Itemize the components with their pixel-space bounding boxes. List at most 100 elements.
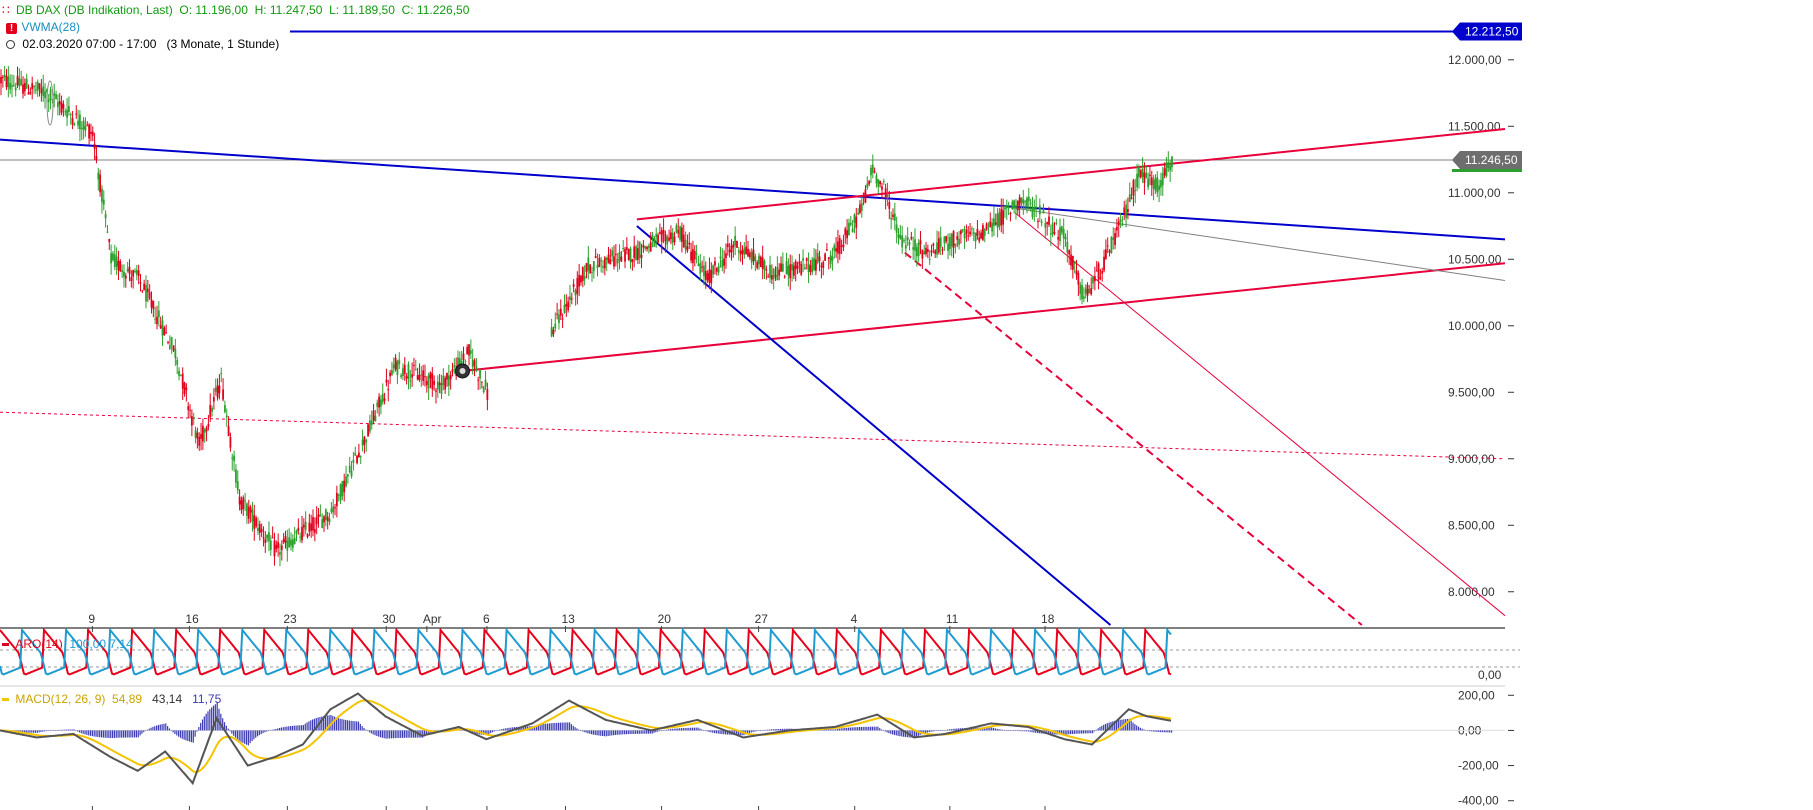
candle-body — [372, 410, 375, 421]
candle-body — [152, 300, 155, 310]
candle-body — [299, 536, 302, 538]
trendline-1[interactable] — [636, 127, 1506, 221]
candle-body — [1009, 213, 1012, 215]
candle-body — [706, 273, 709, 281]
macd-histogram-bar — [288, 726, 290, 731]
macd-histogram-bar — [602, 730, 604, 736]
trendline-0[interactable] — [0, 138, 1506, 241]
macd-histogram-bar — [950, 729, 952, 731]
trendline-2[interactable] — [462, 262, 1506, 372]
candle-body — [831, 256, 834, 261]
candle-body — [673, 236, 676, 242]
candle-body — [420, 374, 423, 376]
candle-body — [313, 529, 316, 533]
candle-body — [642, 244, 645, 248]
candle-body — [352, 459, 355, 463]
macd-histogram-bar — [1169, 730, 1171, 733]
candle-body — [479, 369, 481, 379]
candle-body — [859, 204, 861, 213]
trendline-4[interactable] — [0, 411, 1506, 460]
macd-histogram-bar — [69, 729, 71, 731]
macd-histogram-bar — [1148, 730, 1151, 732]
candle-body — [609, 259, 612, 265]
macd-histogram-bar — [346, 720, 349, 731]
candle-body — [381, 393, 384, 403]
macd-histogram-bar — [605, 730, 607, 737]
macd-histogram-bar — [323, 716, 325, 731]
macd-histogram-bar — [36, 730, 38, 733]
macd-histogram-bar — [668, 729, 670, 731]
macd-histogram-bar — [227, 728, 229, 731]
candle-body — [750, 251, 753, 263]
macd-histogram-bar — [776, 729, 778, 731]
candle-body — [121, 270, 124, 273]
candle-body — [233, 455, 235, 462]
macd-histogram-bar — [1104, 723, 1107, 731]
candle-body — [791, 264, 793, 271]
candle-body — [578, 274, 581, 287]
macd-histogram-bar — [334, 716, 336, 731]
candle-body — [240, 500, 243, 511]
candle-body — [367, 424, 369, 437]
candle-body — [225, 415, 228, 418]
candle-body — [49, 89, 52, 100]
candle-body — [106, 231, 109, 233]
candle-body — [636, 248, 639, 260]
macd-histogram-bar — [1022, 730, 1024, 732]
macd-histogram-bar — [374, 730, 376, 736]
macd-histogram-bar — [132, 730, 134, 738]
macd-histogram-bar — [726, 730, 729, 735]
macd-histogram-bar — [1038, 730, 1041, 734]
trendline-3[interactable] — [1000, 205, 1506, 282]
macd-histogram-bar — [1158, 730, 1160, 732]
candle-body — [767, 276, 770, 278]
candle-body — [1093, 276, 1096, 282]
macd-histogram-bar — [910, 730, 912, 738]
candle-body — [58, 101, 61, 105]
candle-body — [161, 320, 164, 336]
drag-handle-icon[interactable] — [46, 80, 54, 126]
candle-body — [1112, 237, 1115, 240]
candle-body — [932, 243, 935, 246]
macd-histogram-bar — [400, 730, 402, 738]
macd-histogram-bar — [203, 716, 205, 731]
macd-value-2: 43,14 — [152, 692, 183, 706]
candle-body — [227, 426, 230, 437]
macd-histogram-bar — [568, 722, 571, 731]
candle-body — [414, 369, 417, 371]
macd-histogram-bar — [688, 727, 690, 731]
instrument-name[interactable]: DB DAX (DB Indikation, Last) — [15, 3, 173, 17]
candle-body — [838, 237, 841, 254]
macd-y-tick-label: 200,00 — [1458, 688, 1495, 702]
macd-histogram-bar — [301, 725, 303, 731]
macd-legend[interactable]: MACD(12, 26, 9) 54,89 43,14 11,75 — [2, 692, 221, 706]
macd-histogram-bar — [827, 729, 829, 731]
macd-histogram-bar — [1047, 730, 1050, 735]
candle-body — [1086, 284, 1089, 296]
trendline-7[interactable] — [1014, 212, 1506, 617]
candle-body — [1068, 250, 1071, 255]
macd-histogram-bar — [414, 730, 416, 738]
candle-body — [183, 382, 186, 394]
macd-histogram-bar — [983, 727, 985, 731]
candle-body — [1090, 288, 1093, 295]
candle-body — [1147, 178, 1150, 188]
candle-body — [759, 256, 762, 268]
trendline-6[interactable] — [904, 251, 1363, 626]
macd-histogram-bar — [1121, 719, 1123, 731]
macd-histogram-bar — [266, 730, 268, 732]
candle-body — [181, 373, 184, 389]
macd-histogram-bar — [60, 729, 62, 731]
warning-icon[interactable]: ! — [6, 20, 21, 34]
candle-body — [1097, 263, 1100, 280]
candle-body — [763, 261, 766, 271]
candle-body — [359, 456, 362, 458]
macd-histogram-bar — [205, 713, 207, 731]
candle-body — [84, 126, 87, 131]
trendline-5[interactable] — [636, 225, 1112, 626]
macd-histogram-bar — [746, 730, 749, 734]
aro-legend[interactable]: ARO(14) 100,00 7,14 — [2, 637, 133, 651]
macd-histogram-bar — [891, 730, 894, 735]
candle-body — [1042, 210, 1045, 214]
